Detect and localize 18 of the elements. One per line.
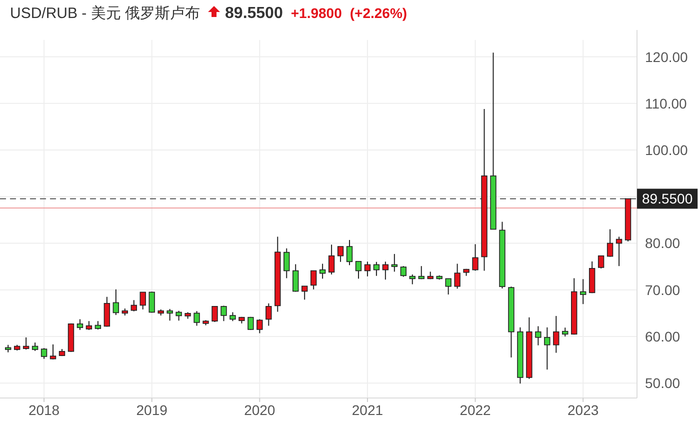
y-tick-label: 50.00 [645, 375, 680, 392]
y-tick-label: 120.00 [645, 48, 688, 65]
text: (+2.26%) [350, 5, 408, 21]
x-tick-label: 2020 [244, 402, 276, 418]
x-tick-label: 2021 [352, 402, 384, 418]
x-tick-label: 2023 [568, 402, 599, 418]
y-tick-label: 70.00 [645, 282, 680, 298]
text: 89.5500 [225, 5, 283, 22]
y-tick-label: 100.00 [645, 142, 688, 158]
y-tick-label: 60.00 [645, 328, 680, 344]
y-tick-label: 80.00 [645, 235, 680, 252]
x-tick-label: 2018 [28, 402, 60, 418]
chart-title: USD/RUB - 美元 俄罗斯卢布 [10, 5, 200, 22]
y-tick-label: 110.00 [645, 95, 687, 112]
ref-line-label: 89.5500 [642, 190, 693, 207]
x-tick-label: 2019 [136, 402, 168, 418]
text: +1.9800 [290, 5, 342, 21]
x-tick-label: 2022 [460, 402, 492, 418]
